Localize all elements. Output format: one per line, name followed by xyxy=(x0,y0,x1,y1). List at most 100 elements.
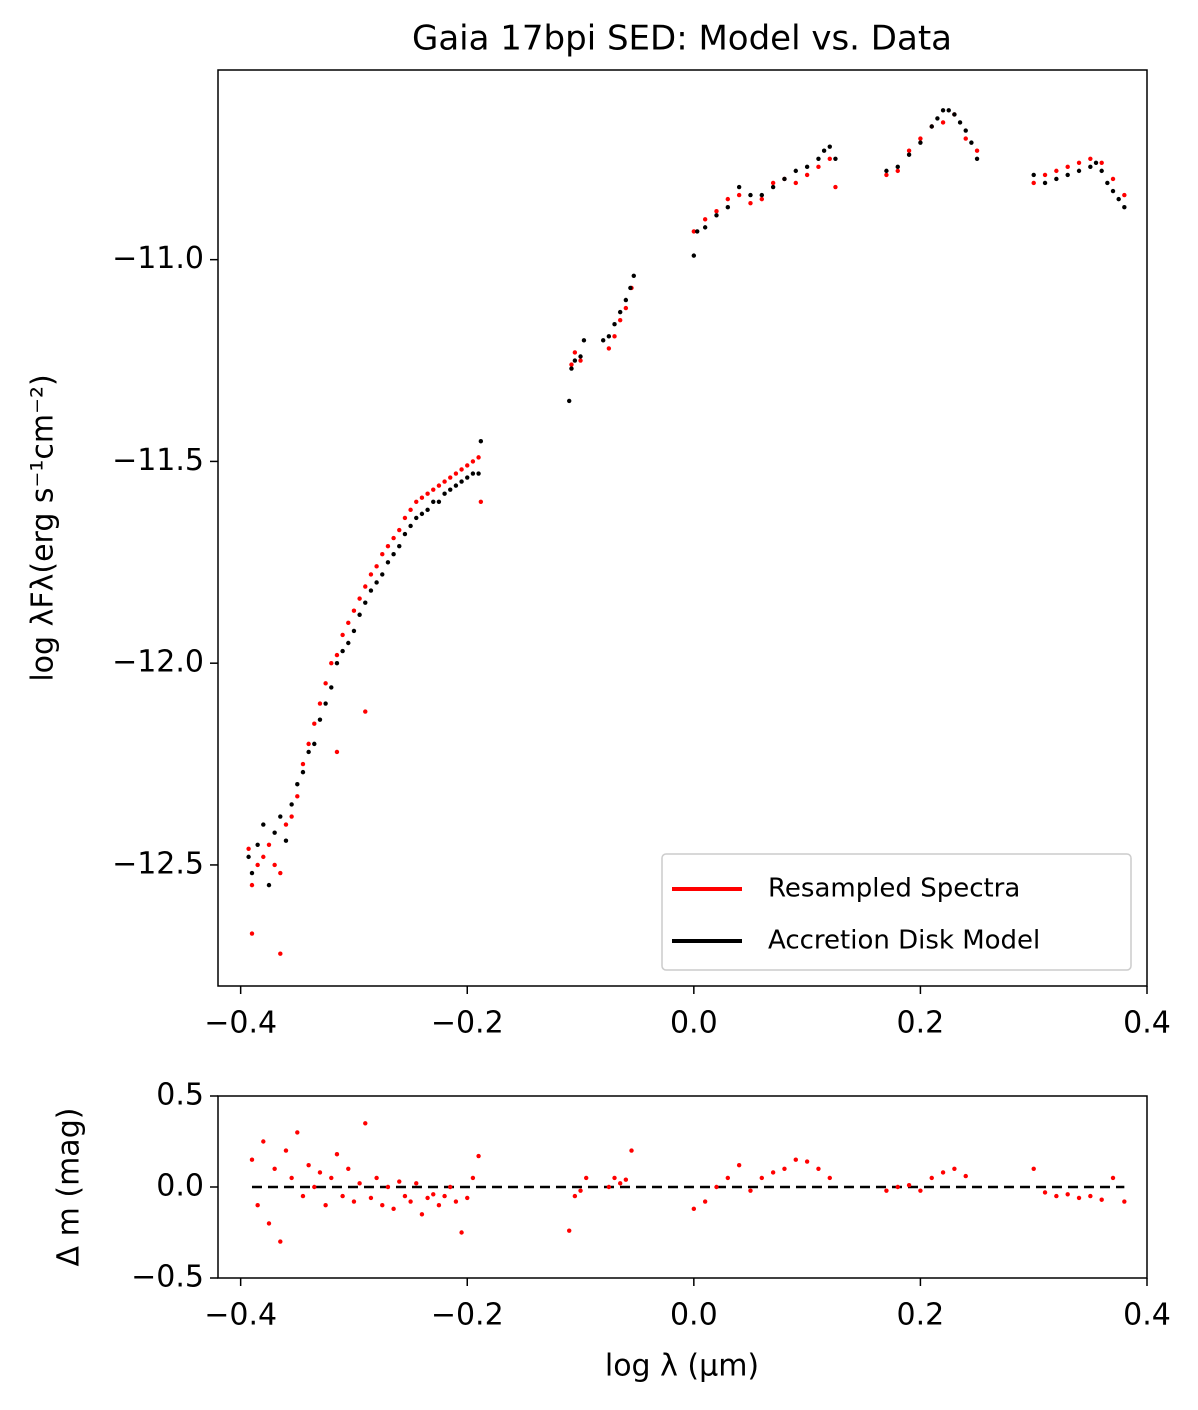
data-point xyxy=(436,1203,442,1208)
data-point xyxy=(397,527,402,533)
data-point xyxy=(363,709,368,714)
data-point xyxy=(323,701,328,706)
data-point xyxy=(957,120,963,125)
data-point xyxy=(329,685,334,690)
data-point xyxy=(419,511,425,517)
data-point xyxy=(385,560,391,565)
data-point xyxy=(935,116,940,121)
data-point xyxy=(329,660,334,666)
data-point xyxy=(419,1212,425,1217)
data-point xyxy=(334,660,340,666)
data-point xyxy=(368,588,374,593)
data-point xyxy=(431,499,436,504)
data-point xyxy=(246,846,251,852)
data-point xyxy=(436,499,442,504)
data-point xyxy=(329,1175,334,1181)
data-point xyxy=(963,136,968,141)
data-point xyxy=(459,467,464,472)
data-point xyxy=(470,471,476,476)
data-point xyxy=(283,1148,289,1153)
data-point xyxy=(725,1175,731,1181)
data-point xyxy=(246,854,251,860)
data-point xyxy=(940,1170,946,1175)
data-point xyxy=(572,1193,578,1199)
data-point xyxy=(1122,192,1127,198)
data-point xyxy=(895,164,900,170)
x-tick-label: 0.0 xyxy=(670,1006,718,1041)
data-point xyxy=(306,741,311,747)
data-point xyxy=(725,204,731,210)
data-point xyxy=(1088,1193,1093,1199)
data-point xyxy=(261,1139,266,1144)
y-axis-label: Δ m (mag) xyxy=(52,1108,87,1267)
data-point xyxy=(736,1162,742,1168)
data-point xyxy=(770,180,776,186)
data-point xyxy=(470,1175,476,1181)
data-point xyxy=(1054,1193,1059,1199)
data-point xyxy=(567,1228,572,1233)
data-point xyxy=(1088,164,1093,170)
data-point xyxy=(419,495,425,500)
data-point xyxy=(368,572,374,577)
data-point xyxy=(300,1193,306,1199)
data-point xyxy=(380,552,385,557)
data-point xyxy=(442,479,447,484)
data-point xyxy=(793,1157,798,1162)
data-point xyxy=(295,1130,300,1135)
data-point xyxy=(1110,1175,1116,1181)
data-point xyxy=(759,1175,765,1181)
legend-box xyxy=(661,853,1132,971)
y-tick-label: −11.0 xyxy=(112,241,204,276)
data-point xyxy=(278,951,283,956)
data-point xyxy=(357,1181,362,1186)
data-point xyxy=(448,487,453,492)
y-tick-label: −11.5 xyxy=(112,443,204,478)
data-point xyxy=(357,612,362,617)
data-point xyxy=(1088,156,1093,161)
x-tick-label: −0.4 xyxy=(204,1298,277,1333)
data-point xyxy=(266,1221,272,1226)
data-point xyxy=(380,1203,385,1208)
data-point xyxy=(895,1184,900,1190)
data-point xyxy=(569,366,574,371)
data-point xyxy=(612,334,617,339)
data-point xyxy=(567,398,572,404)
data-point xyxy=(714,209,719,214)
data-point xyxy=(827,144,832,149)
data-point xyxy=(569,362,574,367)
data-point xyxy=(952,1166,957,1172)
data-point xyxy=(448,475,453,480)
data-point xyxy=(725,196,731,202)
data-point xyxy=(827,1175,832,1181)
data-point xyxy=(623,1177,629,1182)
data-point xyxy=(300,761,306,767)
data-point xyxy=(402,531,408,537)
data-point xyxy=(283,822,289,827)
data-point xyxy=(255,1203,260,1208)
data-point xyxy=(334,652,340,658)
data-point xyxy=(617,309,623,315)
data-point xyxy=(283,838,289,843)
data-point xyxy=(255,842,260,847)
data-point xyxy=(612,322,617,327)
data-point xyxy=(289,814,294,819)
data-point xyxy=(334,749,340,755)
data-point xyxy=(425,1195,430,1201)
data-point xyxy=(1122,204,1127,210)
legend-label: Accretion Disk Model xyxy=(768,926,1040,956)
y-tick-label: −0.5 xyxy=(131,1260,204,1295)
data-point xyxy=(1110,176,1116,182)
data-point xyxy=(346,640,351,646)
data-point xyxy=(816,1166,821,1172)
data-point xyxy=(414,499,419,504)
x-tick-label: 0.4 xyxy=(1123,1298,1171,1333)
data-point xyxy=(346,620,351,626)
data-point xyxy=(736,184,742,190)
data-point xyxy=(391,1206,396,1212)
data-point xyxy=(306,749,311,755)
data-point xyxy=(465,1195,470,1201)
data-point xyxy=(300,769,306,775)
data-point xyxy=(702,1199,708,1204)
data-point xyxy=(425,491,430,496)
data-point xyxy=(1065,172,1070,178)
